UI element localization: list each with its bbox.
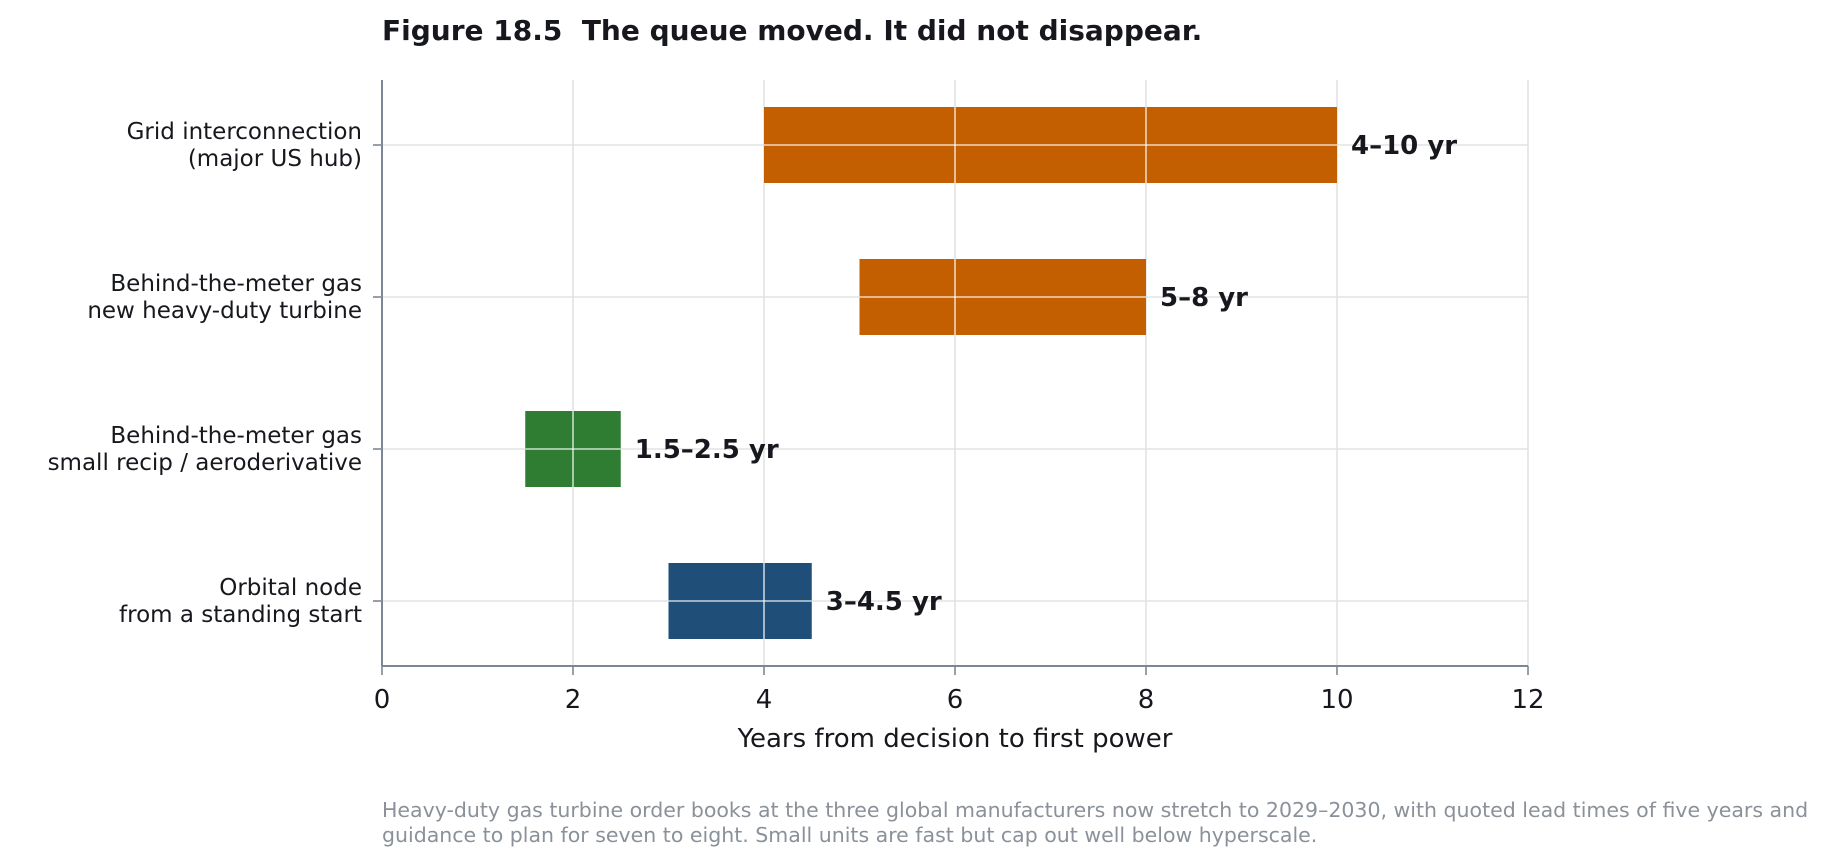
bar-value-label: 4–10 yr bbox=[1351, 131, 1457, 161]
bars bbox=[525, 107, 1337, 639]
bar-value-label: 1.5–2.5 yr bbox=[635, 435, 779, 465]
figure-caption: Heavy-duty gas turbine order books at th… bbox=[382, 798, 1809, 847]
x-axis-label: Years from decision to first power bbox=[737, 724, 1173, 754]
category-label: from a standing start bbox=[119, 602, 362, 628]
category-label: Orbital node bbox=[219, 575, 362, 601]
x-tick-label: 4 bbox=[756, 685, 773, 715]
x-tick-label: 2 bbox=[565, 685, 582, 715]
x-tick-label: 6 bbox=[947, 685, 964, 715]
labels: 4–10 yr Grid interconnection(major US hub… bbox=[48, 119, 1545, 754]
category-label: Behind-the-meter gas bbox=[110, 423, 362, 449]
x-tick-label: 10 bbox=[1320, 685, 1353, 715]
category-label: small recip / aeroderivative bbox=[48, 450, 362, 476]
category-label: Grid interconnection bbox=[127, 119, 362, 145]
axes bbox=[373, 80, 1529, 675]
chart-title: Figure 18.5 The queue moved. It did not … bbox=[382, 14, 1203, 47]
gridlines-over-bars bbox=[525, 107, 1337, 639]
category-label: new heavy-duty turbine bbox=[87, 298, 362, 324]
category-label: (major US hub) bbox=[188, 146, 362, 172]
x-tick-label: 12 bbox=[1511, 685, 1544, 715]
category-label: Behind-the-meter gas bbox=[110, 271, 362, 297]
x-tick-label: 8 bbox=[1138, 685, 1155, 715]
bar-value-label: 3–4.5 yr bbox=[826, 587, 942, 617]
bar-value-label: 5–8 yr bbox=[1160, 283, 1248, 313]
x-tick-label: 0 bbox=[374, 685, 391, 715]
